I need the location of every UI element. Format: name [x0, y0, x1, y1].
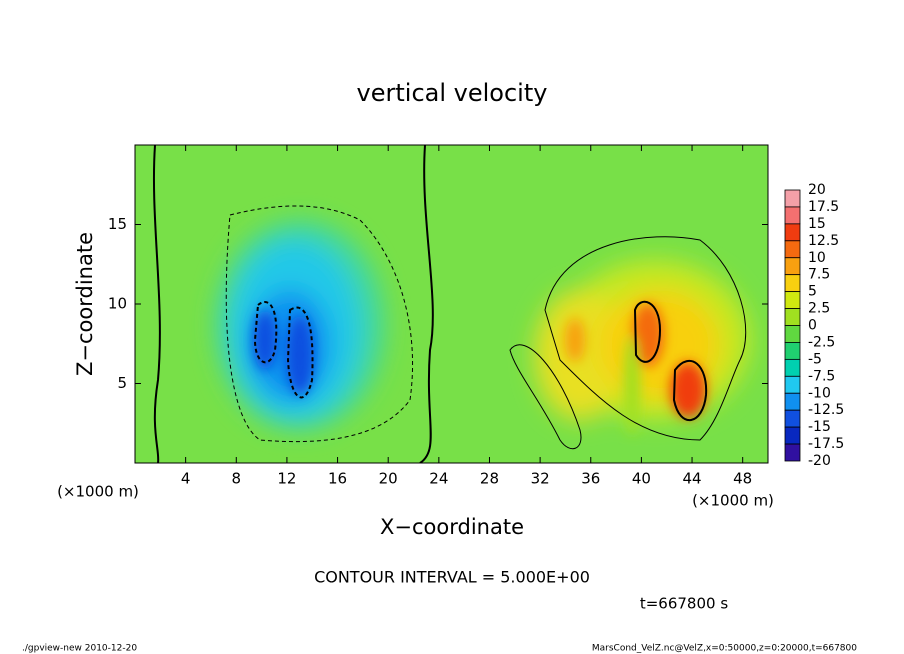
colorbar-label: 20	[808, 182, 826, 198]
colorbar-label: 0	[808, 318, 817, 334]
x-tick-label: 12	[277, 470, 296, 488]
colorbar-box	[784, 291, 801, 309]
colorbar-label: -12.5	[808, 402, 844, 418]
x-tick-label: 4	[181, 470, 191, 488]
x-tick-label: 48	[733, 470, 752, 488]
field	[135, 145, 768, 463]
colorbar-label: -15	[808, 419, 831, 435]
colorbar-box	[784, 257, 801, 276]
y-tick-label: 10	[108, 295, 127, 313]
x-tick-label: 24	[429, 470, 448, 488]
x-axis-label: X−coordinate	[380, 515, 524, 539]
colorbar-label: 10	[808, 250, 826, 266]
colorbar-box	[784, 240, 801, 259]
y-unit-label: (×1000 m)	[692, 492, 774, 510]
time-label: t=667800 s	[640, 595, 728, 613]
x-unit-label: (×1000 m)	[57, 483, 139, 501]
colorbar-box	[784, 206, 801, 225]
x-tick-label: 32	[531, 470, 550, 488]
colorbar-label: -10	[808, 385, 831, 401]
colorbar: 2017.51512.5107.552.50-2.5-5-7.5-10-12.5…	[784, 182, 844, 469]
colorbar-label: 17.5	[808, 199, 839, 215]
colorbar-label: -17.5	[808, 436, 844, 452]
colorbar-label: -2.5	[808, 334, 835, 350]
x-tick-label: 28	[480, 470, 499, 488]
contour-interval: CONTOUR INTERVAL = 5.000E+00	[314, 568, 590, 587]
chart-title: vertical velocity	[357, 79, 548, 107]
colorbar-box	[784, 308, 801, 326]
colorbar-box	[784, 189, 801, 208]
colorbar-label: 2.5	[808, 301, 830, 317]
colorbar-box	[784, 443, 801, 462]
colorbar-box	[784, 223, 801, 242]
colorbar-label: 7.5	[808, 267, 830, 283]
y-tick-label: 5	[117, 374, 127, 392]
field-extremes	[253, 303, 706, 435]
colorbar-box	[784, 409, 801, 428]
colorbar-label: -5	[808, 351, 822, 367]
colorbar-box	[784, 392, 801, 411]
footer-left: ./gpview-new 2010-12-20	[22, 644, 137, 654]
colorbar-box	[784, 325, 801, 343]
colorbar-label: -20	[808, 453, 831, 469]
x-tick-label: 20	[379, 470, 398, 488]
colorbar-label: 12.5	[808, 233, 839, 249]
colorbar-label: -7.5	[808, 368, 835, 384]
contour-lines	[152, 145, 747, 463]
colorbar-box	[784, 274, 801, 293]
colorbar-box	[784, 375, 801, 394]
y-tick-label: 15	[108, 215, 127, 233]
y-axis-label: Z−coordinate	[73, 232, 97, 376]
colorbar-label: 5	[808, 284, 817, 300]
colorbar-label: 15	[808, 216, 826, 232]
colorbar-box	[784, 358, 801, 377]
x-tick-label: 8	[232, 470, 242, 488]
x-tick-label: 16	[328, 470, 347, 488]
footer-right: MarsCond_VelZ.nc@VelZ,x=0:50000,z=0:2000…	[592, 644, 857, 654]
colorbar-box	[784, 342, 801, 360]
colorbar-box	[784, 426, 801, 445]
x-tick-label: 40	[632, 470, 651, 488]
x-tick-label: 36	[581, 470, 600, 488]
x-tick-label: 44	[682, 470, 701, 488]
